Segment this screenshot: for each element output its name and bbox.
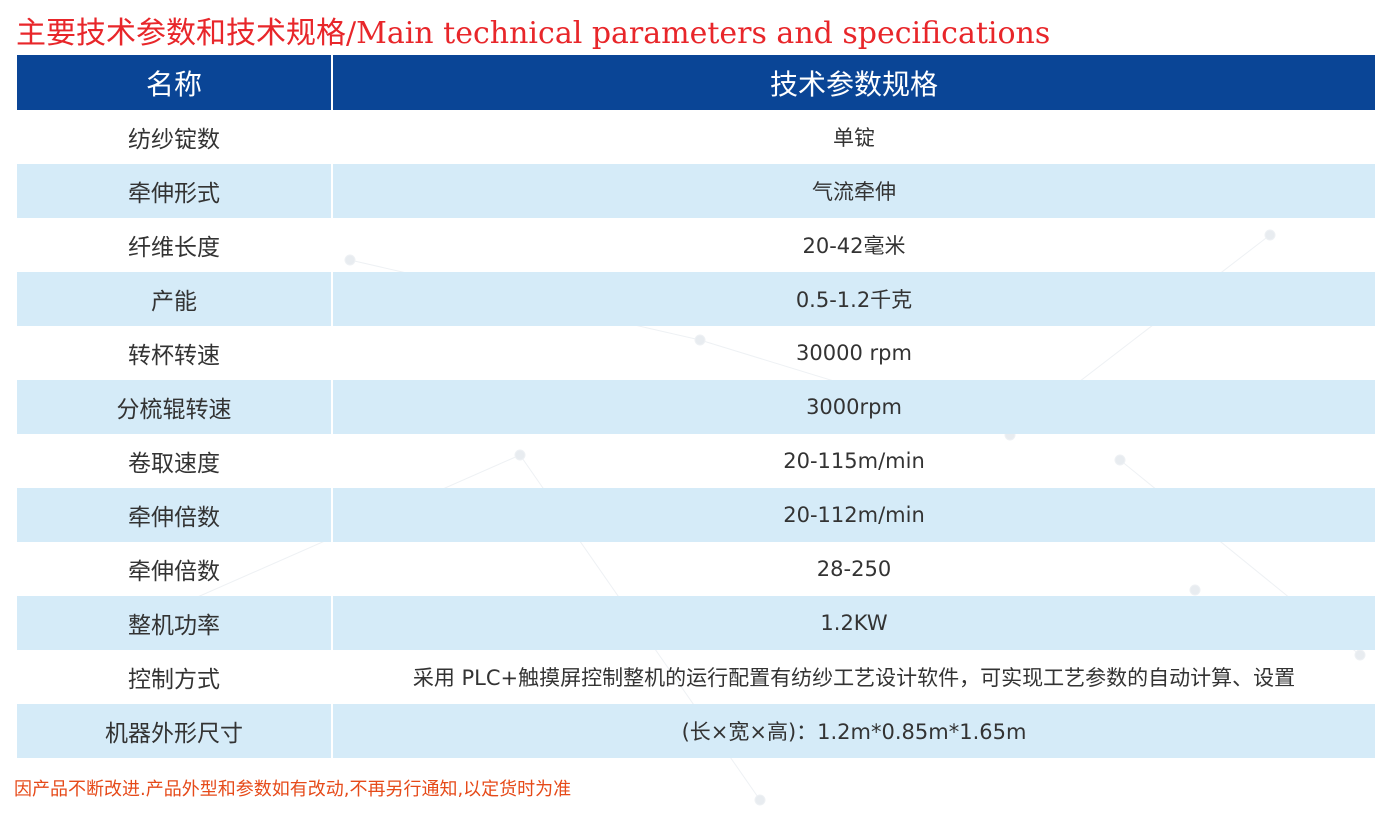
param-value: 28-250 [331,542,1375,596]
spec-table: 名称 技术参数规格 纺纱锭数 单锭 牵伸形式 气流牵伸纤维长度 20-42毫米 产能 0.5-… [17,55,1375,758]
table-row: 控制方式 采用 PLC+触摸屏控制整机的运行配置有纺纱工艺设计软件，可实现工艺参数… [17,650,1375,704]
table-row: 牵伸倍数 28-250 [17,542,1375,596]
param-value: (长×宽×高)：1.2m*0.85m*1.65m [331,704,1375,758]
param-name: 转杯转速 [128,343,220,369]
param-name: 机器外形尺寸 [17,704,332,758]
param-value: 采用 PLC+触摸屏控制整机的运行配置有纺纱工艺设计软件，可实现工艺参数的自动计… [331,650,1375,704]
param-name: 纤维长度 [128,235,220,261]
param-name: 牵伸形式 [17,164,332,218]
param-value: 单锭 [331,110,1375,164]
table-row: 卷取速度 20-115m/min [17,434,1375,488]
param-value: 气流牵伸 [331,164,1375,218]
param-value: 0.5-1.2千克 [331,272,1375,326]
param-name: 纺纱锭数 [128,127,220,153]
param-value: 30000 rpm [331,326,1375,380]
param-name: 卷取速度 [128,451,220,477]
table-row: 牵伸倍数 20-112m/min [17,488,1375,542]
column-header: 名称 [17,55,332,110]
footnote: 因产品不断改进.产品外型和参数如有改动,不再另行通知,以定货时为准 [14,779,572,800]
param-value: 20-112m/min [331,488,1375,542]
param-value: 20-42毫米 [331,218,1375,272]
table-row: 纤维长度 20-42毫米 [17,218,1375,272]
param-name: 整机功率 [17,596,332,650]
table-row: 转杯转速 30000 rpm [17,326,1375,380]
table-row: 纺纱锭数 单锭 [17,110,1375,164]
param-value: 20-115m/min [331,434,1375,488]
table-row: 整机功率 1.2KW [17,596,1375,650]
column-header: 技术参数规格 [331,55,1375,110]
table-row: 产能 0.5-1.2千克 [17,272,1375,326]
param-name: 牵伸倍数 [17,488,332,542]
param-name: 分梳辊转速 [17,380,332,434]
param-name: 控制方式 [128,667,220,693]
param-name: 产能 [17,272,332,326]
table-row: 分梳辊转速 3000rpm [17,380,1375,434]
table-row: 牵伸形式 气流牵伸 [17,164,1375,218]
param-name: 牵伸倍数 [128,559,220,585]
table-row: 机器外形尺寸 (长×宽×高)：1.2m*0.85m*1.65m [17,704,1375,758]
param-value: 3000rpm [331,380,1375,434]
table-header: 名称 技术参数规格 [17,55,1375,110]
page-title: 主要技术参数和技术规格/Main technical parameters an… [16,16,1051,51]
param-value: 1.2KW [331,596,1375,650]
